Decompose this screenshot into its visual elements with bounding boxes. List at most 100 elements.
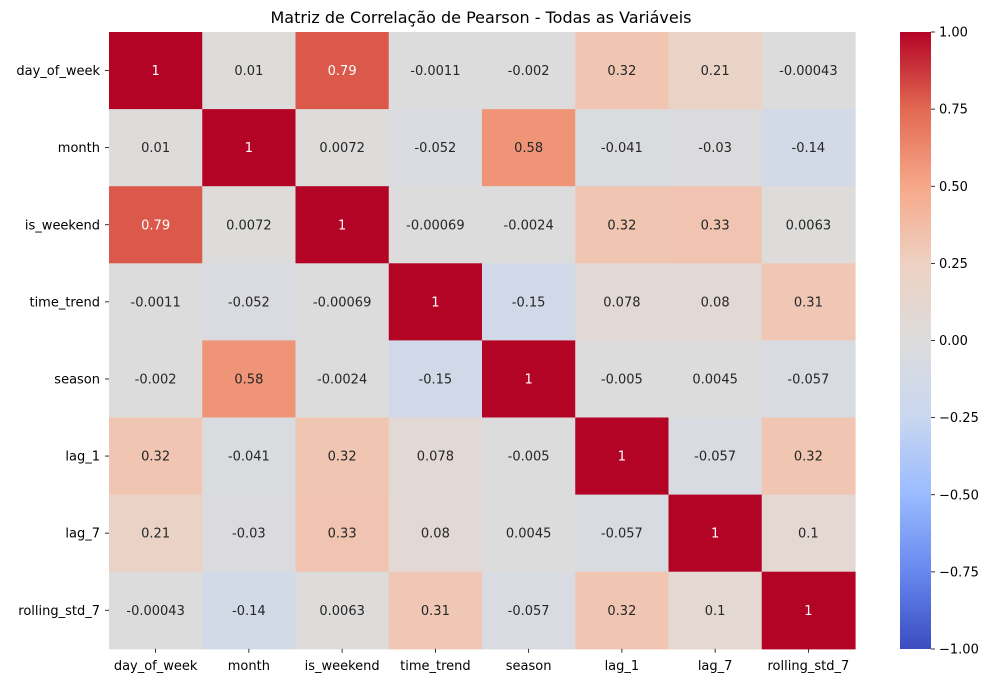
cell-value-label: -0.005 xyxy=(508,450,550,465)
cell-value-label: 1 xyxy=(524,372,532,387)
cell-value-label: 1 xyxy=(618,450,626,465)
cell-value-label: -0.005 xyxy=(601,372,643,387)
colorbar-tick-label: 0.25 xyxy=(939,257,968,272)
heatmap-cell xyxy=(668,494,763,573)
cell-value-label: -0.00043 xyxy=(126,604,184,619)
heatmap-cell xyxy=(388,186,483,264)
cell-value-label: 0.58 xyxy=(234,372,263,387)
heatmap-cell xyxy=(575,571,670,650)
heatmap-cell xyxy=(388,571,483,650)
cell-value-label: 1 xyxy=(338,218,346,233)
heatmap-cell xyxy=(761,340,856,419)
cell-value-label: 0.01 xyxy=(141,141,170,156)
cell-value-label: 0.32 xyxy=(607,218,636,233)
cell-value-label: -0.052 xyxy=(414,141,456,156)
colorbar xyxy=(900,32,931,649)
heatmap-cell xyxy=(202,263,297,341)
heatmap-cell xyxy=(388,340,483,419)
y-tick-label: rolling_std_7 xyxy=(18,604,100,619)
cell-value-label: 0.32 xyxy=(607,604,636,619)
colorbar-tick-label: 0.00 xyxy=(939,334,968,349)
colorbar-tick-label: 1.00 xyxy=(939,26,968,41)
heatmap-cell xyxy=(482,417,576,496)
heatmap-cell xyxy=(202,186,297,264)
x-axis-ticks: day_of_week month is_weekend time_trend seas… xyxy=(114,648,850,674)
cell-value-label: 0.79 xyxy=(328,64,357,79)
cell-value-label: 0.1 xyxy=(705,604,726,619)
heatmap-cell xyxy=(388,32,483,110)
cell-value-label: -0.0011 xyxy=(410,64,460,79)
heatmap-cell xyxy=(575,32,670,110)
cell-value-label: 0.32 xyxy=(607,64,636,79)
heatmap-cell xyxy=(109,186,203,264)
heatmap-cell xyxy=(295,263,390,341)
heatmap-cell xyxy=(482,109,576,187)
heatmap-cell xyxy=(109,340,203,419)
heatmap-cell xyxy=(482,494,576,573)
cell-value-label: 1 xyxy=(245,141,253,156)
cell-value-label: -0.057 xyxy=(694,450,736,465)
heatmap-annotations: 1 0.01 0.79 -0.0011 -0.002 0.32 0.21 -0.00043 0.… xyxy=(126,64,837,619)
colorbar-tick-label: −1.00 xyxy=(939,643,979,658)
heatmap-cell xyxy=(761,263,856,341)
heatmap-cell xyxy=(482,186,576,264)
heatmap-cell xyxy=(202,417,297,496)
heatmap-cell xyxy=(761,417,856,496)
y-tick-label: season xyxy=(54,372,100,387)
x-tick-label: day_of_week xyxy=(114,659,198,674)
heatmap-cell xyxy=(761,186,856,264)
cell-value-label: -0.00069 xyxy=(313,295,371,310)
cell-value-label: -0.057 xyxy=(601,527,643,542)
cell-value-label: 0.21 xyxy=(141,527,170,542)
colorbar-tick-label: −0.75 xyxy=(939,565,979,580)
heatmap-cell xyxy=(575,417,670,496)
y-tick-label: day_of_week xyxy=(16,64,100,79)
heatmap-cells xyxy=(109,32,856,650)
x-tick-label: rolling_std_7 xyxy=(768,659,850,674)
y-tick-label: lag_7 xyxy=(65,527,100,542)
x-tick-label: month xyxy=(228,659,270,674)
y-tick-label: month xyxy=(58,141,100,156)
cell-value-label: -0.03 xyxy=(698,141,732,156)
heatmap-cell xyxy=(109,571,203,650)
cell-value-label: -0.03 xyxy=(232,527,266,542)
heatmap-cell xyxy=(482,263,576,341)
heatmap-cell xyxy=(202,571,297,650)
heatmap-cell xyxy=(388,417,483,496)
cell-value-label: 0.0045 xyxy=(692,372,738,387)
heatmap-cell xyxy=(388,494,483,573)
heatmap-cell xyxy=(575,263,670,341)
heatmap-cell xyxy=(761,494,856,573)
heatmap-cell xyxy=(575,340,670,419)
heatmap-cell xyxy=(761,32,856,110)
cell-value-label: -0.052 xyxy=(228,295,270,310)
colorbar-tick-label: 0.75 xyxy=(939,103,968,118)
heatmap-cell xyxy=(575,109,670,187)
heatmap-cell xyxy=(295,32,390,110)
heatmap-cell xyxy=(202,32,297,110)
cell-value-label: 0.0072 xyxy=(226,218,272,233)
heatmap-cell xyxy=(109,109,203,187)
cell-value-label: 0.79 xyxy=(141,218,170,233)
cell-value-label: -0.057 xyxy=(508,604,550,619)
heatmap-cell xyxy=(202,494,297,573)
heatmap-cell xyxy=(109,263,203,341)
cell-value-label: -0.002 xyxy=(135,372,177,387)
heatmap-cell xyxy=(202,340,297,419)
heatmap-cell xyxy=(761,571,856,650)
chart-title: Matriz de Correlação de Pearson - Todas … xyxy=(270,8,691,27)
cell-value-label: 0.0045 xyxy=(506,527,552,542)
heatmap-cell xyxy=(295,340,390,419)
cell-value-label: 1 xyxy=(804,604,812,619)
cell-value-label: 0.0072 xyxy=(319,141,365,156)
cell-value-label: 0.1 xyxy=(798,527,819,542)
heatmap-cell xyxy=(668,263,763,341)
x-tick-label: lag_1 xyxy=(605,659,640,674)
cell-value-label: -0.057 xyxy=(787,372,829,387)
colorbar-ticks: −1.00 −0.75 −0.50 −0.25 0.00 0.25 0.50 0.75 1.00 xyxy=(931,26,979,658)
cell-value-label: 0.31 xyxy=(421,604,450,619)
cell-value-label: -0.0011 xyxy=(131,295,181,310)
heatmap-cell xyxy=(388,263,483,341)
cell-value-label: -0.00069 xyxy=(406,218,464,233)
